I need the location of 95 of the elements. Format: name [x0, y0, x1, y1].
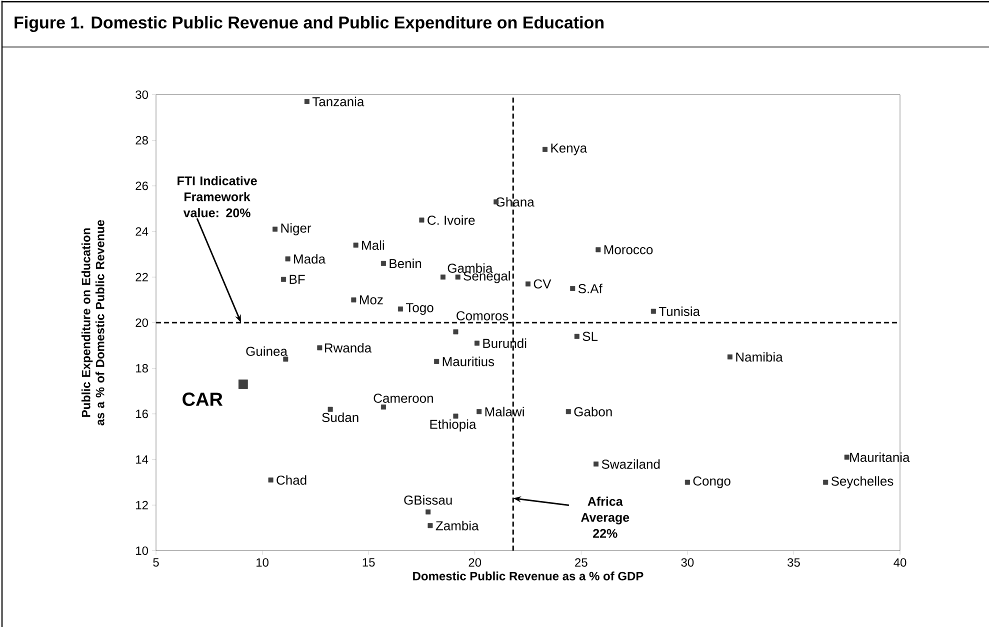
point [650, 308, 656, 314]
y-tick-label: 12 [136, 500, 148, 510]
y-tick-label: 28 [136, 136, 148, 145]
point [428, 523, 433, 528]
series-label: Comoros [456, 311, 508, 320]
chart-title: Figure 1. Domestic Public Revenue and Public Expenditure on Education [14, 16, 604, 32]
x-tick-label: 20 [468, 558, 482, 567]
point [328, 406, 333, 412]
x-tick-label: 25 [575, 558, 588, 567]
series-label: SL [582, 332, 598, 341]
point [566, 409, 571, 414]
y-tick-label: 16 [136, 410, 148, 418]
series-label: Gabon [574, 406, 612, 416]
y-tick-label: 24 [136, 227, 148, 236]
series-label: C. Ivoire [428, 215, 475, 225]
series-label: Mada [294, 254, 326, 264]
point [398, 306, 403, 312]
point [440, 274, 446, 280]
series-label: CV [534, 279, 552, 289]
series-label: S.Af [578, 284, 602, 294]
point [272, 226, 278, 232]
series-label: Senegal [464, 271, 510, 284]
point [285, 256, 290, 262]
point [574, 334, 580, 339]
series-label: Niger [281, 223, 312, 236]
series-label: Kenya [551, 144, 588, 156]
point [476, 409, 482, 414]
y-tick-label: 20 [136, 318, 148, 327]
series-label: Ethiopia [430, 419, 476, 432]
series-label: Tunisia [658, 306, 700, 316]
y-tick-label: 18 [136, 364, 148, 373]
series-label: Mauritius [442, 356, 494, 366]
point [426, 509, 431, 514]
y-tick-label: 14 [136, 455, 148, 464]
point [684, 480, 690, 485]
series-label: Guinea [246, 346, 288, 356]
point [304, 99, 310, 104]
x-tick-label: 30 [681, 558, 694, 567]
series-label: Tanzania [312, 96, 364, 106]
y-tick-label: 30 [136, 90, 148, 99]
point [823, 480, 828, 485]
series-label: GBissau [404, 495, 452, 505]
series-label: Moz [360, 295, 383, 304]
point [317, 345, 322, 350]
point [455, 274, 460, 280]
point [283, 356, 288, 362]
point [526, 281, 531, 286]
series-label: Congo [693, 476, 730, 488]
series-label: Morocco [604, 245, 653, 254]
series-label: Togo [406, 303, 434, 315]
series-label: Mauritania [850, 452, 910, 462]
series-label: Cameroon [374, 394, 433, 403]
x-tick-label: 15 [362, 558, 375, 567]
point [727, 354, 732, 360]
series-label: Sudan [322, 412, 358, 422]
point [434, 358, 440, 364]
point [474, 340, 480, 346]
point [380, 260, 386, 266]
y-tick-label: 26 [136, 182, 148, 190]
x-axis-title: Domestic Public Revenue as a % of GDP [413, 572, 644, 580]
point [380, 404, 386, 410]
series-label: Swaziland [602, 459, 660, 469]
series-label: Seychelles [831, 476, 894, 488]
x-tick-label: 10 [256, 558, 268, 567]
series-label: BF [290, 274, 305, 284]
point [351, 297, 356, 302]
x-tick-label: 5 [153, 558, 159, 567]
series-label: Chad [276, 475, 306, 485]
point [594, 462, 599, 467]
point [453, 414, 458, 419]
x-tick-label: 35 [788, 558, 800, 567]
series-label: Zambia [436, 520, 479, 530]
series-label: Mali [362, 240, 384, 250]
series-label: CAR [182, 392, 223, 406]
y-tick-label: 10 [136, 546, 148, 555]
annotation: Africa Average 22% [581, 496, 630, 538]
series-label: Rwanda [324, 342, 372, 353]
point [281, 276, 286, 282]
point [453, 329, 458, 334]
y-tick-label: 22 [136, 272, 148, 282]
y-axis-title: Public Expenditure on Education as a % of Domestic Public Revenue [81, 220, 104, 426]
point [419, 218, 424, 223]
point [238, 380, 248, 389]
series-label: Burundi [483, 338, 526, 348]
series-label: Namibia [736, 352, 783, 362]
point [596, 247, 601, 252]
point [353, 242, 358, 248]
annotation: FTI Indicative Framework value: 20% [178, 176, 257, 218]
series-label: Benin [390, 258, 422, 268]
point [268, 478, 274, 483]
point [570, 286, 576, 291]
point [844, 454, 850, 460]
x-tick-label: 40 [894, 558, 906, 567]
point [542, 146, 548, 152]
series-label: Gambia [448, 263, 493, 273]
